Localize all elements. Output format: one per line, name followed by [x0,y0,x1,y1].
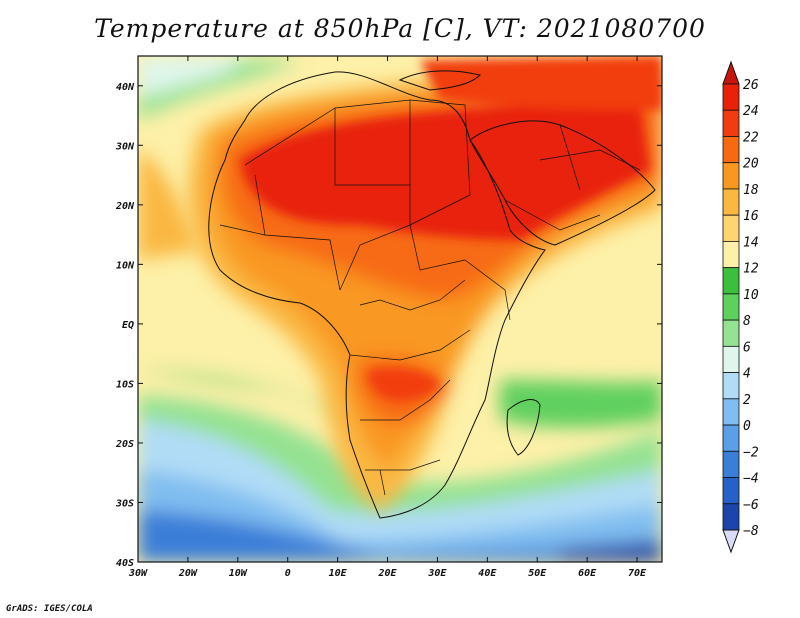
y-tick-label: 20N [115,201,135,212]
x-tick-label: 20W [178,568,198,579]
colorbar-bottom-arrow [722,529,740,554]
colorbar-label: −4 [743,472,759,487]
y-tick-label: 10N [116,260,135,271]
temperature-field [138,56,662,562]
colorbar-swatch [722,450,740,478]
colorbar-label: 16 [743,209,759,224]
colorbar-label: 2 [743,393,751,408]
colorbar-swatch [722,398,740,426]
colorbar-label: 6 [743,340,751,355]
colorbar-label: 18 [743,183,759,198]
colorbar-label: −2 [743,445,759,460]
colorbar-label: −6 [743,498,759,513]
colorbar-label: 20 [743,157,759,172]
x-tick-label: 50E [528,568,547,579]
x-tick-label: 20E [377,568,397,579]
colorbar-top-arrow [722,60,740,85]
colorbar-label: 14 [743,235,759,250]
credit-label: GrADS: IGES/COLA [6,604,93,614]
colorbar-swatch [722,162,740,190]
colorbar-label: 26 [743,78,759,93]
y-tick-label: 30S [115,498,134,509]
colorbar-swatch [722,372,740,400]
colorbar-label: 22 [743,130,759,145]
x-tick-label: 10E [329,568,348,579]
colorbar-label: 12 [743,262,759,277]
colorbar-swatch [722,477,740,505]
colorbar-swatch [722,319,740,347]
colorbar-swatch [722,424,740,452]
colorbar-swatch [722,214,740,242]
colorbar-swatch [722,83,740,111]
axis-ticks: 30W 20W 10W 0 10E 20E 30E 40E 50E 60E 70E 40N 30N 20N… [115,56,662,579]
x-tick-label: 0 [285,568,291,579]
x-tick-label: 30W [128,568,148,579]
colorbar-label: 0 [743,419,751,434]
y-tick-label: EQ [122,320,134,331]
colorbar-label: 4 [743,367,751,382]
colorbar-swatch [722,109,740,137]
map-frame [137,55,663,563]
colorbar-swatch [722,188,740,216]
y-tick-label: 40S [116,558,134,569]
country-borders [219,99,641,496]
colorbar-label: −8 [743,524,759,539]
colorbar-swatch [722,267,740,295]
y-tick-label: 20S [115,439,134,450]
x-tick-label: 70E [628,568,647,579]
colorbar-swatch [722,293,740,321]
colorbar-label: 8 [743,314,751,329]
x-tick-label: 30E [427,568,447,579]
x-tick-label: 10W [229,568,248,579]
y-tick-label: 30N [115,141,135,152]
colorbar-label: 10 [743,288,759,303]
colorbar-label: 24 [743,104,759,119]
x-tick-label: 40E [478,568,497,579]
x-tick-label: 60E [578,568,597,579]
colorbar-swatch [722,241,740,269]
y-tick-label: 10S [116,379,134,390]
map-title: Temperature at 850hPa [C], VT: 202108070… [94,14,706,43]
colorbar-swatch [722,503,740,531]
colorbar-swatch [722,136,740,164]
y-tick-label: 40N [116,82,135,93]
colorbar-swatch [722,345,740,373]
